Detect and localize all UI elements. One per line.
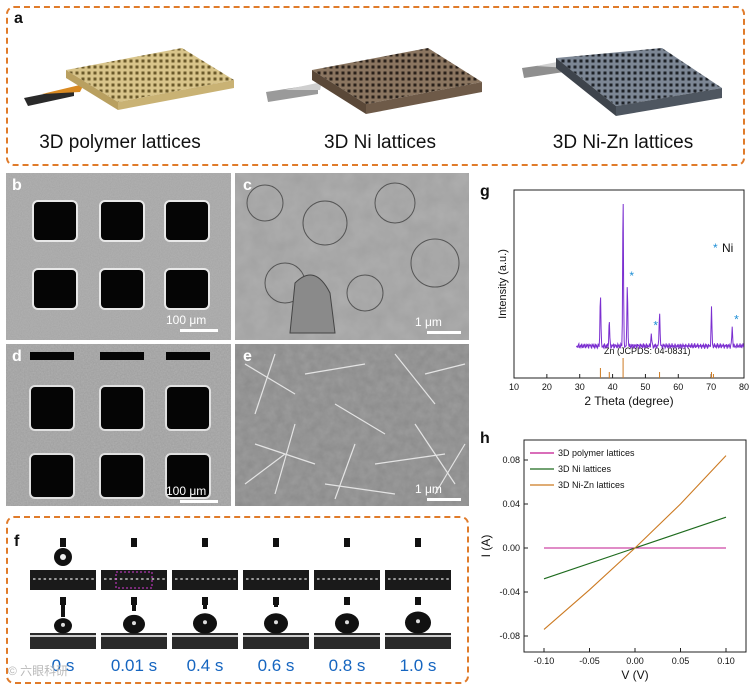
panel-g-label: g — [480, 183, 490, 200]
sem-d-lattice — [6, 344, 231, 506]
xrd-x-tick-label: 80 — [739, 382, 749, 392]
iv-legend-label: 3D Ni lattices — [558, 464, 612, 474]
ni-peak-star: * — [629, 269, 634, 283]
wetting-bottom-frame — [385, 597, 451, 649]
iv-y-tick-label: 0.04 — [502, 499, 520, 509]
xrd-chart: Intensity (a.u.) 2 Theta (degree) * Ni Z… — [497, 189, 749, 408]
zn-reference-label: Zn (JCPDS: 04-0831) — [604, 346, 691, 356]
xrd-x-tick-label: 30 — [575, 382, 585, 392]
iv-x-tick-label: 0.05 — [672, 656, 690, 666]
xrd-x-tick-label: 10 — [509, 382, 519, 392]
iv-x-tick-label: -0.10 — [534, 656, 555, 666]
panel-h-label: h — [480, 430, 490, 447]
iv-legend-label: 3D Ni-Zn lattices — [558, 480, 625, 490]
panel-d-label: d — [12, 348, 22, 365]
wetting-top-frame — [314, 530, 380, 592]
xrd-x-label: 2 Theta (degree) — [584, 394, 673, 408]
iv-y-tick-label: 0.00 — [502, 543, 520, 553]
time-label: 0.4 s — [186, 656, 224, 675]
ni-legend-star: * — [713, 241, 718, 255]
wetting-top-frame — [30, 530, 96, 592]
time-label: 0 s — [51, 656, 75, 675]
watermark-text: © 六眼科研 — [8, 664, 69, 678]
xrd-x-tick-label: 70 — [706, 382, 716, 392]
caption-polymer: 3D polymer lattices — [39, 132, 201, 153]
sem-image-e: e 1 μm — [235, 344, 469, 506]
scale-c-text: 1 μm — [415, 315, 442, 329]
iv-y-tick-label: -0.04 — [499, 587, 520, 597]
sem-e-flakes — [235, 344, 469, 506]
panel-a-label: a — [14, 10, 23, 27]
iv-series-line — [543, 455, 727, 630]
time-label: 0.01 s — [110, 656, 158, 675]
ni-peak-star: * — [734, 312, 739, 326]
panel-a-frame — [6, 6, 745, 166]
sem-b-lattice — [6, 173, 231, 340]
wetting-top-frame — [172, 530, 238, 592]
xrd-x-tick-label: 50 — [640, 382, 650, 392]
ni-legend-label: Ni — [722, 241, 733, 255]
sem-c-grains — [235, 173, 469, 340]
iv-legend-label: 3D polymer lattices — [558, 448, 635, 458]
scale-b-bar — [180, 329, 218, 332]
wetting-top-frame — [385, 530, 451, 592]
xrd-y-label: Intensity (a.u.) — [497, 249, 509, 319]
xrd-pattern-line — [575, 203, 744, 350]
iv-x-tick-label: 0.00 — [626, 656, 644, 666]
wetting-top-frame — [243, 530, 309, 592]
scale-d-bar — [180, 500, 218, 503]
panel-e-label: e — [243, 348, 252, 365]
wetting-bottom-frame — [172, 597, 238, 649]
panel-f-label: f — [14, 533, 20, 550]
iv-chart: I (A) V (V) -0.10 -0.05 0.00 0.05 0.10 0.08 0.… — [479, 439, 747, 682]
ni-peak-star: * — [653, 319, 658, 333]
xrd-x-tick-label: 60 — [673, 382, 683, 392]
nizn-lattice-image — [522, 48, 722, 116]
time-label: 0.8 s — [328, 656, 366, 675]
scale-e-bar — [427, 498, 461, 501]
wetting-top-frame — [101, 530, 167, 592]
iv-y-tick-label: 0.08 — [502, 455, 520, 465]
iv-x-tick-label: -0.05 — [579, 656, 600, 666]
panel-c-label: c — [243, 177, 252, 194]
panel-b-label: b — [12, 177, 22, 194]
wetting-bottom-frame — [101, 597, 167, 649]
scale-e-text: 1 μm — [415, 482, 442, 496]
xrd-x-tick-label: 40 — [608, 382, 618, 392]
iv-x-label: V (V) — [621, 668, 648, 682]
iv-y-label: I (A) — [479, 535, 493, 558]
scale-b-text: 100 μm — [166, 313, 207, 327]
time-label: 1.0 s — [399, 656, 437, 675]
xrd-x-tick-label: 20 — [542, 382, 552, 392]
sem-image-b: b 100 μm — [6, 173, 231, 340]
wetting-bottom-frame — [314, 597, 380, 649]
wetting-bottom-frame — [30, 597, 96, 649]
ni-lattice-image — [266, 48, 482, 114]
caption-ni: 3D Ni lattices — [324, 132, 436, 153]
scale-c-bar — [427, 331, 461, 334]
polymer-lattice-image — [24, 48, 234, 110]
time-label: 0.6 s — [257, 656, 295, 675]
xrd-plot-frame — [513, 189, 745, 379]
sem-image-d: d 100 μm — [6, 344, 231, 506]
sem-image-c: c 1 μm — [235, 173, 469, 340]
caption-nizn: 3D Ni-Zn lattices — [552, 132, 694, 153]
iv-x-tick-label: 0.10 — [717, 656, 735, 666]
iv-y-tick-label: -0.08 — [499, 631, 520, 641]
panel-f-frame — [6, 516, 469, 684]
scale-d-text: 100 μm — [166, 484, 207, 498]
wetting-bottom-frame — [243, 597, 309, 649]
